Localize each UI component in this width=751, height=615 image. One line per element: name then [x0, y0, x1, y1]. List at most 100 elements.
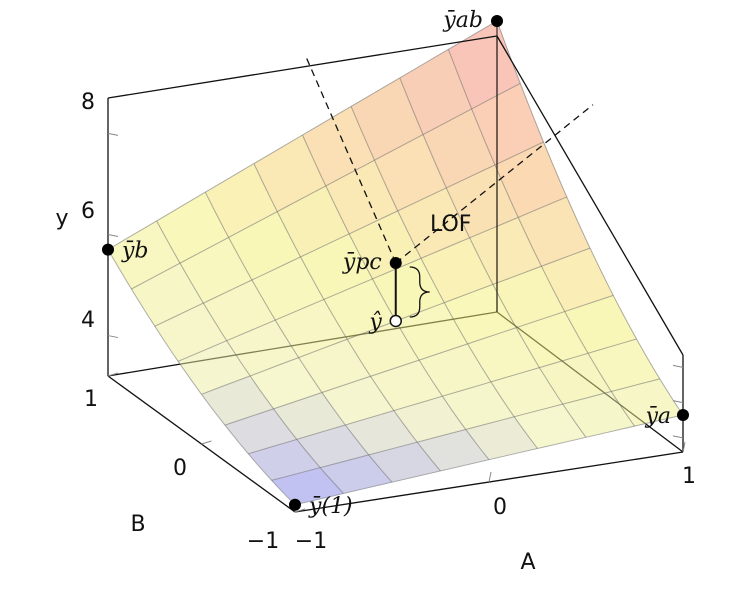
surface-patch	[448, 20, 521, 109]
surface-patch	[423, 108, 495, 188]
surface-grid	[107, 20, 684, 506]
surface-grid-line	[447, 49, 635, 427]
surface-patch	[108, 220, 180, 289]
lof-brace	[409, 266, 430, 318]
surface-patch	[302, 106, 375, 186]
surface-grid-line	[154, 141, 544, 327]
z-tick-mark	[107, 132, 119, 136]
y-tick-minus1: −1	[247, 529, 279, 554]
point-label-ypc: ȳpc	[342, 250, 382, 275]
surface-grid-line	[496, 20, 684, 416]
surface-patch	[446, 164, 519, 238]
surface-patch	[372, 258, 445, 321]
lof-label: LOF	[430, 212, 471, 237]
box-edge-top-right	[496, 35, 684, 356]
z-tick-4: 4	[81, 308, 95, 333]
point-ya	[677, 408, 689, 421]
dashed-line-a	[395, 104, 594, 264]
x-tick-mark	[682, 441, 686, 453]
point-ypc	[389, 257, 402, 269]
surface-patch	[492, 266, 565, 328]
z-tick-8: 8	[81, 90, 95, 115]
surface-patch	[253, 135, 326, 212]
surface-patch	[277, 185, 350, 257]
point-label-ya: ȳa	[644, 404, 671, 429]
surface-patch	[349, 210, 421, 279]
surface-grid-line	[177, 196, 567, 362]
surface-grid-line	[107, 20, 498, 251]
z-tick-mark	[672, 400, 684, 404]
x-tick-mark	[488, 471, 492, 483]
surface-patch	[251, 256, 324, 321]
surface-patch	[273, 392, 346, 440]
surface-patch	[370, 360, 443, 411]
z-tick-mark	[107, 335, 119, 339]
surface-patch	[203, 280, 276, 341]
surface-patch	[393, 396, 466, 443]
surface-patch	[397, 187, 470, 259]
surface-patch	[539, 353, 612, 405]
surface-patch	[419, 343, 491, 397]
surface-patch	[471, 83, 544, 165]
x-tick-0: 0	[493, 495, 507, 520]
surface-patch	[325, 160, 398, 234]
z-tick-6: 6	[81, 199, 95, 224]
y-tick-mark	[107, 372, 119, 377]
y-tick-mark	[201, 440, 212, 445]
surface-grid-line	[350, 106, 538, 449]
surface-patch	[351, 77, 423, 161]
surface-patch	[296, 425, 369, 468]
surface-patch	[156, 192, 229, 264]
y-tick-1: 1	[84, 387, 98, 412]
surface-patch	[131, 263, 204, 327]
surface-patch	[300, 233, 373, 300]
surface-patch	[564, 295, 637, 354]
surface-patch	[562, 391, 635, 438]
surface-patch	[320, 454, 392, 494]
surface-patch	[226, 320, 299, 376]
surface-patch	[347, 321, 420, 377]
surface-patch	[516, 311, 588, 368]
point-yab	[491, 14, 503, 27]
lof-annotation	[305, 56, 594, 321]
x-axis-label: A	[520, 550, 535, 575]
z-tick-mark	[107, 233, 119, 237]
point-y1	[289, 498, 301, 511]
point-yb	[102, 243, 114, 256]
point-yhat	[389, 314, 402, 328]
point-label-yhat: ŷ	[368, 310, 382, 335]
surface-patch	[201, 375, 274, 426]
x-tick-minus1: −1	[295, 529, 327, 554]
surface-patch	[368, 442, 441, 483]
box-edge-top-back	[107, 35, 498, 99]
z-tick-mark	[672, 435, 684, 439]
surface-patch	[399, 49, 472, 135]
surface-patch	[469, 217, 542, 285]
surface-patch	[442, 381, 515, 430]
surface-patch	[271, 467, 344, 505]
surface-grid-line	[399, 77, 587, 438]
surface-patch	[444, 284, 517, 344]
surface-patch	[421, 237, 493, 303]
data-points: ȳ(1) ȳa ȳb ȳab ȳpc ŷ	[102, 8, 689, 519]
surface-patch	[224, 408, 297, 454]
surface-patch	[518, 196, 590, 267]
surface-patch	[374, 134, 447, 211]
y-tick-mark	[294, 508, 306, 513]
z-axis-label: y	[55, 206, 68, 231]
point-label-y1: ȳ(1)	[308, 494, 353, 519]
surface-grid-line	[131, 82, 521, 290]
surface-patch	[611, 378, 683, 427]
point-label-yab: ȳab	[442, 8, 483, 33]
surface-patch	[417, 429, 489, 471]
surface-patch	[465, 416, 538, 460]
surface-patch	[228, 211, 301, 280]
surface-patch	[250, 357, 322, 409]
surface-patch	[298, 339, 371, 393]
point-label-yb: ȳb	[121, 239, 149, 264]
surface-patch	[467, 327, 540, 382]
surface-patch	[323, 278, 396, 340]
surface-patch	[494, 142, 567, 218]
surface-patch	[541, 248, 614, 312]
